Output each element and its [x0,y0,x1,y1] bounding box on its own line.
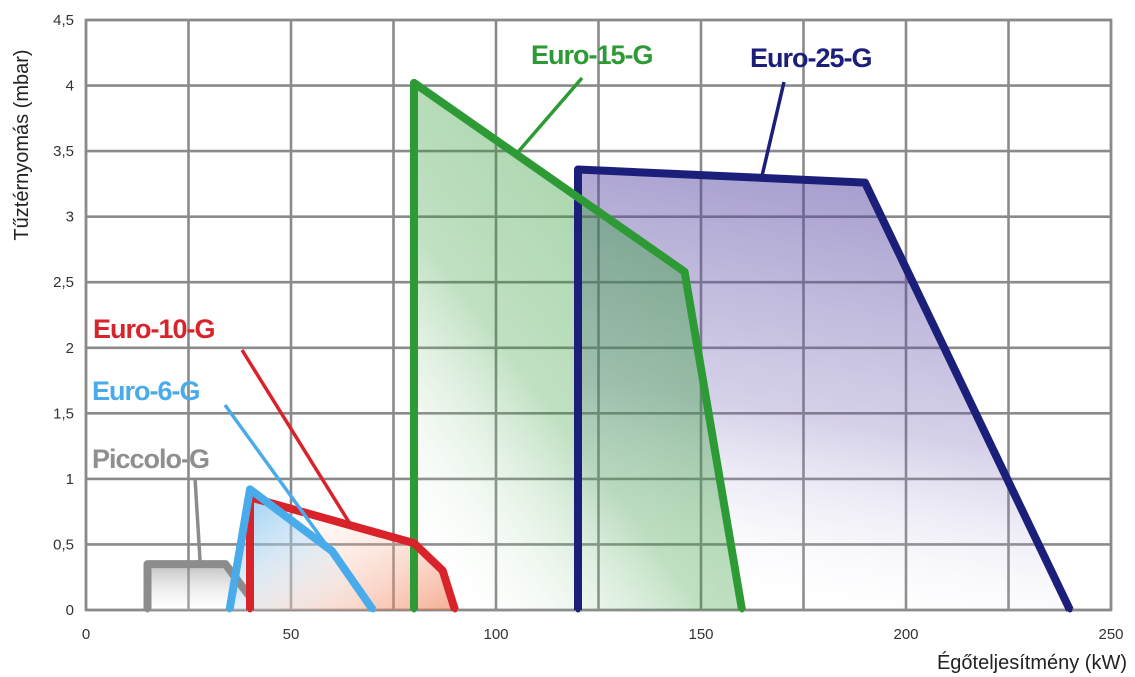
series-label-euro-25-g: Euro-25-G [750,43,872,73]
series-area-euro-6-g [229,489,373,610]
y-tick-label: 4,5 [53,12,74,29]
y-tick-label: 1,5 [53,405,74,422]
data-point [145,607,150,613]
series-callouts [193,76,786,567]
callout-line [223,403,332,552]
data-point [370,607,376,613]
y-tick-label: 2,5 [53,274,74,291]
x-axis-ticks: 0 50 100 150 200 250 [82,626,1124,643]
data-point [440,568,446,574]
series-line-euro-25-g [574,165,1074,612]
data-point [1067,607,1073,613]
data-point [227,607,232,613]
series-lines [143,78,1074,613]
series-labels: Piccolo-G Euro-6-G Euro-10-G Euro-15-G Euro-… [92,40,873,474]
data-point [862,180,868,186]
data-point [145,561,150,567]
data-point [411,540,417,546]
x-tick-label: 150 [688,626,713,643]
callout-line [240,349,354,528]
series-line-euro-6-g [225,485,377,613]
series-label-euro-6-g: Euro-6-G [92,376,200,406]
callout-line [516,76,584,154]
series-label-euro-15-g: Euro-15-G [531,40,653,70]
data-point [452,607,458,613]
data-point [247,607,253,613]
data-point [739,607,745,613]
data-point [575,166,581,172]
series-area-piccolo-g [147,564,250,610]
x-tick-label: 200 [893,626,918,643]
y-tick-label: 0,5 [53,536,74,553]
series-line-euro-15-g [410,78,746,611]
x-tick-label: 100 [483,626,508,643]
y-tick-label: 3 [66,209,74,226]
data-point [222,561,228,567]
callout-line [760,81,786,177]
y-tick-label: 1 [66,471,74,488]
y-tick-label: 2 [66,340,74,357]
x-tick-label: 0 [82,626,90,643]
y-axis-title: Tűztérnyomás (mbar) [11,49,33,240]
y-tick-label: 0 [66,602,74,619]
data-point [411,607,417,613]
data-point [411,80,417,86]
data-point [682,269,688,275]
y-axis-ticks: 0 0,5 1 1,5 2 2,5 3 3,5 4 4,5 [53,12,74,619]
series-label-piccolo-g: Piccolo-G [92,444,209,474]
data-point [247,486,253,492]
data-point [575,607,581,613]
x-axis-title: Égőteljesítmény (kW) [937,651,1127,674]
callout-line [193,477,202,567]
x-tick-label: 50 [283,626,300,643]
x-tick-label: 250 [1098,626,1123,643]
y-tick-label: 4 [66,78,74,95]
series-areas [147,82,1070,610]
data-point [329,548,335,554]
y-tick-label: 3,5 [53,143,74,160]
series-label-euro-10-g: Euro-10-G [93,314,215,344]
